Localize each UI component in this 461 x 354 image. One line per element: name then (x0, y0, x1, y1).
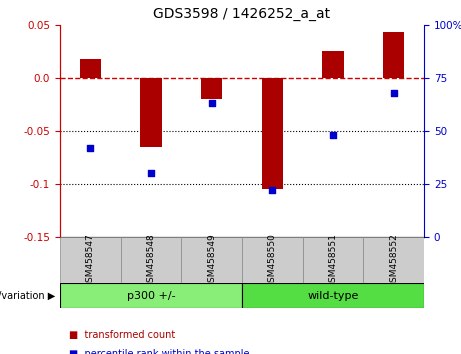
Bar (121, 237, 181, 283)
Text: GSM458549: GSM458549 (207, 233, 216, 287)
Bar (80, 59, 101, 78)
Text: ■  percentile rank within the sample: ■ percentile rank within the sample (69, 349, 250, 354)
Text: GSM458551: GSM458551 (329, 233, 337, 288)
Bar (181, 237, 242, 283)
Text: GSM458552: GSM458552 (389, 233, 398, 287)
Bar (60, 237, 121, 283)
Bar (242, 283, 424, 308)
Text: GSM458548: GSM458548 (147, 233, 155, 287)
Text: genotype/variation ▶: genotype/variation ▶ (0, 291, 55, 301)
Bar (140, 78, 162, 147)
Bar (201, 78, 222, 99)
Text: wild-type: wild-type (307, 291, 359, 301)
Bar (262, 78, 283, 189)
Point (148, 171, 155, 176)
Text: ■  transformed count: ■ transformed count (69, 330, 175, 339)
Title: GDS3598 / 1426252_a_at: GDS3598 / 1426252_a_at (154, 7, 331, 21)
Bar (303, 237, 363, 283)
Point (329, 132, 337, 138)
Text: GSM458550: GSM458550 (268, 233, 277, 288)
Text: GSM458547: GSM458547 (86, 233, 95, 287)
Bar (322, 51, 344, 78)
Point (208, 101, 215, 106)
Text: p300 +/-: p300 +/- (127, 291, 175, 301)
Point (87, 145, 94, 151)
Point (269, 188, 276, 193)
Bar (383, 32, 404, 78)
Bar (363, 237, 424, 283)
Point (390, 90, 397, 96)
Bar (60, 283, 242, 308)
Bar (242, 237, 303, 283)
